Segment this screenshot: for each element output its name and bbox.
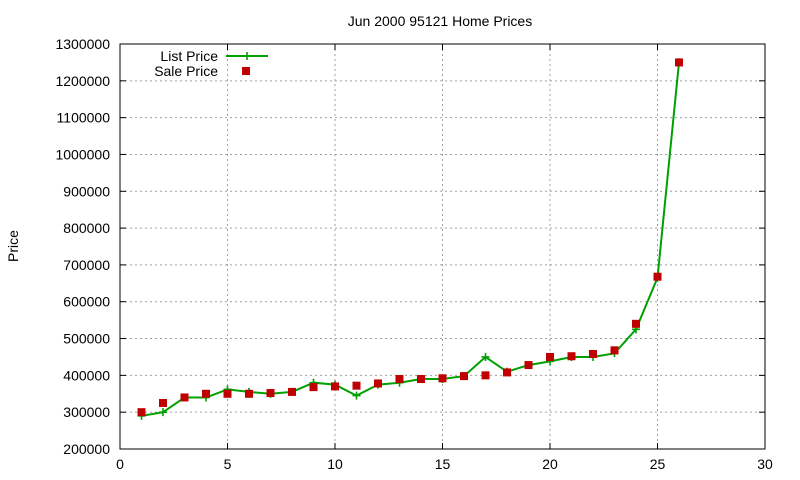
sale-price-point bbox=[374, 379, 382, 388]
sale-price-point bbox=[137, 408, 146, 417]
y-tick-label: 300000 bbox=[63, 404, 110, 420]
y-tick-label: 500000 bbox=[63, 331, 110, 347]
series-layer bbox=[137, 58, 683, 420]
sale-price-point bbox=[395, 375, 404, 384]
y-tick-label: 1200000 bbox=[55, 73, 110, 89]
sale-price-point bbox=[460, 372, 468, 381]
y-axis-label: Price bbox=[5, 230, 21, 262]
sale-price-point bbox=[503, 368, 511, 377]
y-tick-label: 900000 bbox=[63, 183, 110, 199]
sale-price-point bbox=[653, 272, 662, 281]
x-tick-label: 0 bbox=[116, 456, 124, 472]
legend-label-sale-price: Sale Price bbox=[154, 63, 218, 79]
sale-price-point bbox=[223, 389, 232, 398]
x-tick-label: 10 bbox=[327, 456, 343, 472]
y-tick-label: 200000 bbox=[63, 441, 110, 457]
sale-price-point bbox=[567, 352, 576, 361]
list-price-point bbox=[352, 391, 361, 400]
legend-plus-marker bbox=[243, 52, 251, 60]
y-tick-label: 1000000 bbox=[55, 146, 110, 162]
sale-price-point bbox=[675, 58, 683, 67]
x-tick-label: 25 bbox=[650, 456, 666, 472]
sale-price-point bbox=[288, 387, 296, 396]
legend-square-marker bbox=[242, 67, 250, 75]
sale-price-point bbox=[159, 398, 167, 407]
sale-price-point bbox=[438, 374, 447, 383]
axis-ticks: 0 5 10 15 20 25 30 200000 300000 400000 500000 6000… bbox=[55, 36, 773, 472]
list-price-point bbox=[159, 408, 167, 417]
sale-price-point bbox=[524, 361, 533, 370]
sale-price-point bbox=[180, 393, 189, 402]
x-tick-label: 30 bbox=[757, 456, 773, 472]
y-tick-label: 400000 bbox=[63, 367, 110, 383]
y-tick-label: 1300000 bbox=[55, 36, 110, 52]
legend-swatch-list-price bbox=[226, 52, 268, 60]
legend: List Price Sale Price bbox=[154, 48, 268, 79]
sale-price-point bbox=[352, 381, 361, 390]
sale-price-point bbox=[202, 389, 210, 398]
x-tick-label: 5 bbox=[224, 456, 232, 472]
sale-price-point bbox=[245, 389, 253, 398]
sale-price-point bbox=[481, 371, 490, 380]
y-tick-label: 800000 bbox=[63, 220, 110, 236]
y-tick-label: 700000 bbox=[63, 257, 110, 273]
y-tick-label: 1100000 bbox=[57, 110, 111, 126]
plot-frame bbox=[119, 43, 766, 450]
sale-price-point bbox=[589, 350, 597, 359]
sale-price-point bbox=[546, 352, 554, 361]
x-tick-label: 20 bbox=[542, 456, 558, 472]
sale-price-point bbox=[417, 375, 425, 384]
chart-title: Jun 2000 95121 Home Prices bbox=[348, 13, 532, 29]
y-tick-label: 600000 bbox=[63, 294, 110, 310]
sale-price-point bbox=[309, 383, 318, 392]
list-price-point bbox=[481, 352, 490, 361]
sale-price-point bbox=[331, 382, 339, 391]
grid bbox=[120, 44, 765, 449]
sale-price-point bbox=[610, 346, 619, 355]
x-tick-label: 15 bbox=[435, 456, 451, 472]
legend-swatch-sale-price bbox=[242, 67, 250, 75]
sale-price-point bbox=[266, 389, 275, 398]
legend-label-list-price: List Price bbox=[160, 48, 218, 64]
list-price-line bbox=[141, 62, 680, 417]
sale-price-point bbox=[632, 319, 640, 328]
